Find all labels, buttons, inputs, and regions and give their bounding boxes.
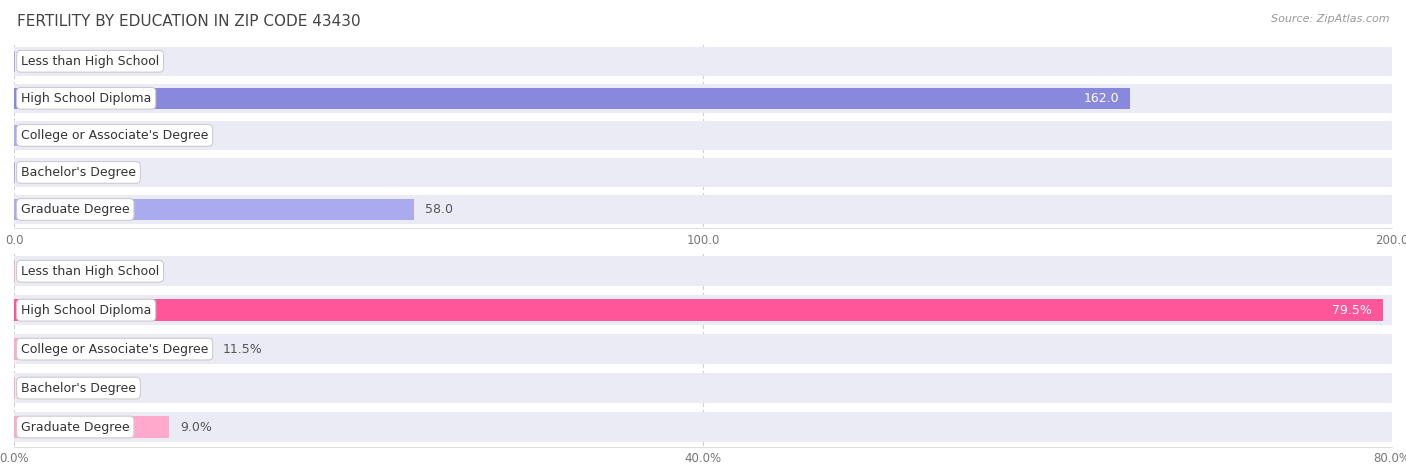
Bar bbox=[14, 124, 118, 146]
Text: High School Diploma: High School Diploma bbox=[21, 304, 152, 317]
Bar bbox=[14, 256, 1392, 286]
Text: Bachelor's Degree: Bachelor's Degree bbox=[21, 381, 136, 395]
Bar bbox=[14, 121, 1392, 150]
Text: High School Diploma: High School Diploma bbox=[21, 92, 152, 105]
Text: 0.0%: 0.0% bbox=[27, 381, 59, 395]
Text: Source: ZipAtlas.com: Source: ZipAtlas.com bbox=[1271, 14, 1389, 24]
Bar bbox=[14, 47, 1392, 76]
Bar bbox=[14, 295, 1392, 325]
Bar bbox=[14, 87, 1130, 109]
Bar bbox=[14, 199, 413, 220]
Text: 79.5%: 79.5% bbox=[1333, 304, 1372, 317]
Text: Bachelor's Degree: Bachelor's Degree bbox=[21, 166, 136, 179]
Text: Less than High School: Less than High School bbox=[21, 265, 159, 278]
Text: College or Associate's Degree: College or Associate's Degree bbox=[21, 129, 208, 142]
Bar bbox=[14, 334, 1392, 364]
Text: 11.5%: 11.5% bbox=[224, 342, 263, 356]
Text: Less than High School: Less than High School bbox=[21, 55, 159, 68]
Text: 0.0%: 0.0% bbox=[27, 265, 59, 278]
Text: 15.0: 15.0 bbox=[128, 129, 156, 142]
Text: College or Associate's Degree: College or Associate's Degree bbox=[21, 342, 208, 356]
Text: 9.0%: 9.0% bbox=[180, 420, 212, 434]
Bar bbox=[14, 373, 1392, 403]
Text: FERTILITY BY EDUCATION IN ZIP CODE 43430: FERTILITY BY EDUCATION IN ZIP CODE 43430 bbox=[17, 14, 360, 29]
Text: 162.0: 162.0 bbox=[1084, 92, 1119, 105]
Bar bbox=[14, 299, 1384, 322]
Bar bbox=[14, 338, 212, 361]
Text: Graduate Degree: Graduate Degree bbox=[21, 420, 129, 434]
Bar bbox=[14, 416, 169, 438]
Bar bbox=[14, 412, 1392, 442]
Text: Graduate Degree: Graduate Degree bbox=[21, 203, 129, 216]
Bar bbox=[14, 84, 1392, 113]
Text: 58.0: 58.0 bbox=[425, 203, 453, 216]
Text: 0.0: 0.0 bbox=[27, 55, 46, 68]
Text: 0.0: 0.0 bbox=[27, 166, 46, 179]
Bar bbox=[14, 195, 1392, 224]
Bar bbox=[14, 158, 1392, 187]
